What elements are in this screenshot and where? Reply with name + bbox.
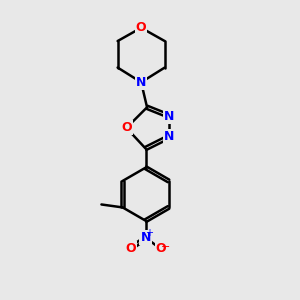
Text: O: O (156, 242, 166, 255)
Text: +: + (146, 228, 153, 238)
Text: N: N (136, 76, 146, 89)
Text: N: N (164, 130, 174, 143)
Text: O: O (125, 242, 136, 255)
Text: N: N (140, 231, 151, 244)
Text: N: N (164, 110, 174, 123)
Text: O: O (136, 21, 146, 34)
Text: −: − (161, 242, 170, 253)
Text: O: O (121, 122, 132, 134)
